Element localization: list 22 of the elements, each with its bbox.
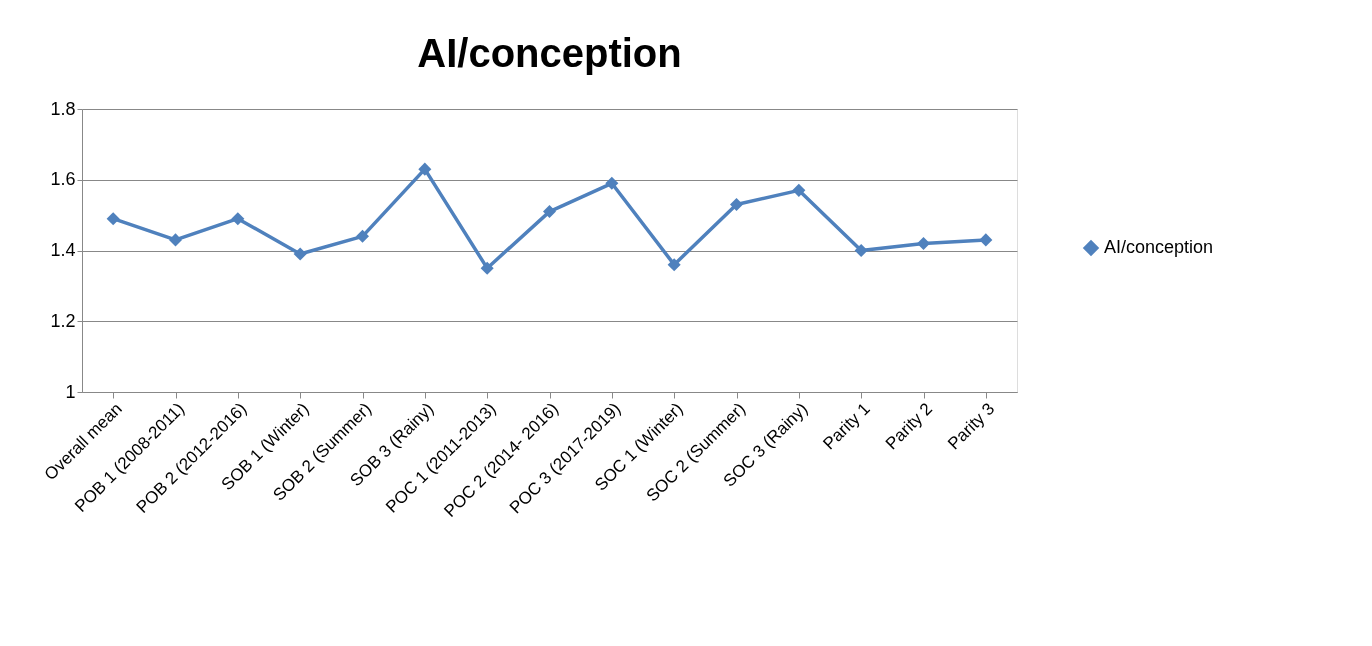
point (854, 243, 868, 258)
point (231, 212, 245, 226)
point (729, 197, 744, 212)
y-tick-label: 1.8 (50, 98, 76, 119)
point (667, 258, 681, 272)
point (542, 205, 557, 219)
y-tick-label: 1.4 (50, 240, 76, 260)
point (106, 212, 120, 226)
y-tick-label: 1 (65, 381, 76, 402)
point (480, 261, 494, 275)
point (605, 176, 619, 190)
y-tick-label: 1.6 (50, 169, 76, 190)
point (168, 233, 183, 247)
point (916, 236, 931, 250)
point (979, 233, 993, 247)
chart-title: AI/conception (417, 31, 682, 75)
point (293, 247, 307, 261)
y-tick-label: 1.2 (50, 310, 76, 331)
legend-label: AI/conception (1104, 237, 1214, 257)
point (418, 162, 432, 176)
point (355, 229, 370, 243)
point (792, 183, 806, 197)
